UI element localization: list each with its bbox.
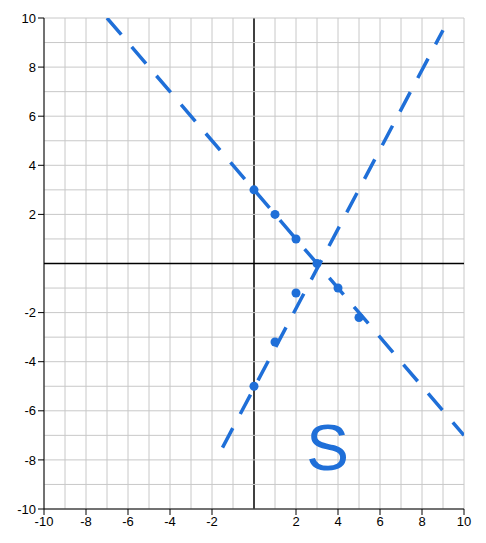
svg-text:-8: -8	[80, 514, 92, 529]
svg-text:-2: -2	[24, 305, 36, 320]
svg-text:2: 2	[292, 514, 299, 529]
svg-text:-4: -4	[24, 354, 36, 369]
svg-text:6: 6	[376, 514, 383, 529]
svg-text:4: 4	[334, 514, 341, 529]
svg-text:10: 10	[22, 11, 36, 26]
svg-text:6: 6	[29, 109, 36, 124]
svg-text:-6: -6	[24, 403, 36, 418]
svg-text:-2: -2	[206, 514, 218, 529]
svg-text:8: 8	[29, 60, 36, 75]
svg-text:10: 10	[457, 514, 471, 529]
svg-text:S: S	[306, 412, 349, 484]
svg-text:2: 2	[29, 207, 36, 222]
svg-text:-6: -6	[122, 514, 134, 529]
svg-text:-8: -8	[24, 453, 36, 468]
svg-text:8: 8	[418, 514, 425, 529]
svg-text:-4: -4	[164, 514, 176, 529]
svg-text:-10: -10	[35, 514, 54, 529]
svg-text:4: 4	[29, 158, 36, 173]
svg-text:-10: -10	[17, 502, 36, 517]
